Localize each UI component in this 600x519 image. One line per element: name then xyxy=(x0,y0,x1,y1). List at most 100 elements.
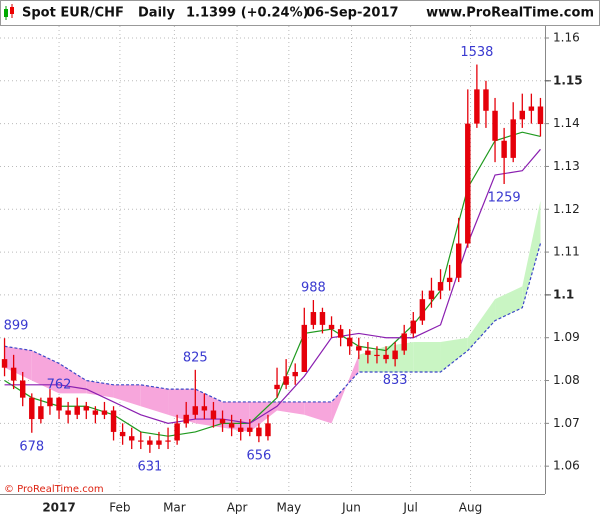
x-tick-label: Feb xyxy=(109,501,130,515)
x-tick-label: Aug xyxy=(459,501,482,515)
candle-body xyxy=(410,320,417,334)
candle-body xyxy=(192,406,199,415)
candle-body xyxy=(337,329,344,338)
price-annotation: 1259 xyxy=(488,190,521,205)
candle-body xyxy=(537,106,544,125)
cloud-segment xyxy=(522,200,541,308)
x-tick-label: 2017 xyxy=(42,501,75,515)
y-tick-label: 1.11 xyxy=(553,245,580,259)
candle-body xyxy=(228,423,235,428)
candle-body xyxy=(265,423,271,437)
candle-body xyxy=(383,354,389,360)
cloud-segment xyxy=(249,401,278,432)
price-annotation: 1538 xyxy=(460,45,493,60)
candle-body xyxy=(528,106,535,111)
candle-body xyxy=(283,376,289,385)
cloud-segment xyxy=(495,286,523,321)
candle-body xyxy=(56,397,62,411)
x-tick-label: Jul xyxy=(402,501,417,515)
candle-body xyxy=(65,410,71,415)
candle-body xyxy=(374,354,380,357)
candle-body xyxy=(183,414,189,424)
header-last: 1.1399 (+0.24%) xyxy=(186,6,309,21)
candle-body xyxy=(465,123,471,244)
candle-body xyxy=(483,89,489,111)
candle-body xyxy=(510,119,516,158)
header-period: Daily xyxy=(138,6,175,21)
candle-body xyxy=(101,410,108,415)
y-tick-label: 1.1 xyxy=(553,287,574,301)
x-tick-label: Jun xyxy=(341,501,361,515)
cloud-segment xyxy=(168,389,196,424)
candle-body xyxy=(138,440,144,442)
y-tick-label: 1.16 xyxy=(553,30,580,44)
x-tick-label: May xyxy=(276,501,301,515)
cloud-segment xyxy=(140,384,169,415)
cloud-segment xyxy=(4,346,32,381)
candle-body xyxy=(219,419,226,424)
candle-body xyxy=(346,337,353,347)
price-annotation: 656 xyxy=(246,449,271,464)
cloud-segment xyxy=(277,401,305,415)
candle-body xyxy=(365,350,371,355)
candle-body xyxy=(174,423,180,441)
candle-body xyxy=(247,427,253,432)
candle-body xyxy=(156,440,162,445)
candle-body xyxy=(201,406,208,411)
candle-body xyxy=(110,410,117,432)
candle-body xyxy=(1,359,8,368)
y-tick-label: 1.06 xyxy=(553,459,580,473)
candle-body xyxy=(119,431,126,437)
cloud-segment xyxy=(413,341,441,372)
candle-body xyxy=(428,290,435,300)
candle-body xyxy=(83,406,90,411)
y-tick-label: 1.12 xyxy=(553,202,580,216)
candle-body xyxy=(501,140,507,158)
y-tick-label: 1.07 xyxy=(553,416,580,430)
x-tick-label: Mar xyxy=(163,501,186,515)
candle-body xyxy=(356,346,362,351)
candle-body xyxy=(519,110,526,120)
candle-body xyxy=(47,397,53,407)
cloud-segment xyxy=(222,401,250,432)
candle-body xyxy=(10,367,17,381)
header-date: 06-Sep-2017 xyxy=(306,6,399,21)
cloud-segment xyxy=(31,350,60,394)
price-annotation: 678 xyxy=(19,439,44,454)
cloud-segment xyxy=(467,299,496,351)
price-annotation: 631 xyxy=(137,459,162,474)
candle-body xyxy=(29,397,35,420)
candle-body xyxy=(392,350,398,360)
candle-body xyxy=(292,371,298,377)
price-annotation: 988 xyxy=(301,281,326,296)
price-annotation: 833 xyxy=(383,373,408,388)
candle-body xyxy=(310,312,317,325)
y-tick-label: 1.08 xyxy=(553,373,580,387)
candle-body xyxy=(419,299,426,321)
y-tick-label: 1.13 xyxy=(553,159,580,173)
candle-body xyxy=(319,312,326,325)
candle-body xyxy=(165,440,171,442)
header-icon xyxy=(4,4,14,20)
candle-body xyxy=(492,110,498,141)
x-tick-label: Apr xyxy=(227,501,248,515)
cloud-segment xyxy=(304,401,332,424)
header-bar xyxy=(0,0,600,26)
candle-body xyxy=(210,410,217,420)
header-title: Spot EUR/CHF xyxy=(22,6,124,21)
cloud-segment xyxy=(440,337,468,372)
price-annotation: 899 xyxy=(4,319,29,334)
header-site: www.ProRealTime.com xyxy=(426,6,594,21)
candle-body xyxy=(237,427,244,432)
copyright: © ProRealTime.com xyxy=(4,484,104,495)
y-tick-label: 1.14 xyxy=(553,116,580,130)
candle-body xyxy=(301,324,308,372)
candle-body xyxy=(147,440,153,445)
candle-body xyxy=(92,410,99,415)
cloud-segment xyxy=(113,384,141,407)
y-tick-label: 1.15 xyxy=(553,73,583,87)
price-annotation: 825 xyxy=(183,350,208,365)
cloud-segment xyxy=(86,380,114,398)
candle-body xyxy=(328,324,335,330)
